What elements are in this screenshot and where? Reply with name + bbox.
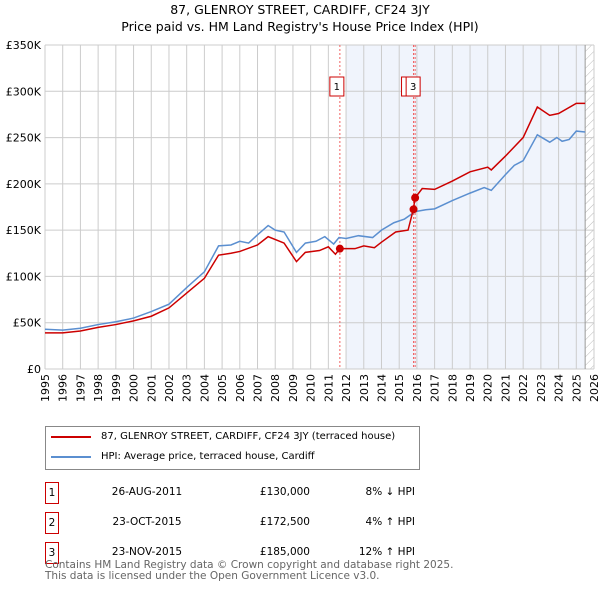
x-tick-label: 2018: [446, 374, 459, 402]
x-tick-label: 2021: [499, 374, 512, 402]
footer-line-2: This data is licensed under the Open Gov…: [45, 570, 380, 582]
sale-row: 3 23-NOV-2015 £185,000 12% ↑ HPI: [45, 542, 415, 564]
footer: Contains HM Land Registry data © Crown c…: [45, 560, 453, 582]
x-tick-label: 1996: [57, 374, 70, 402]
x-tick-label: 2013: [358, 374, 371, 402]
x-tick-label: 2007: [252, 374, 265, 402]
x-tick-label: 2020: [482, 374, 495, 402]
shaded-region: [346, 45, 586, 369]
x-tick-label: 2016: [411, 374, 424, 402]
sale-date: 23-OCT-2015: [112, 516, 182, 528]
sale-date: 23-NOV-2015: [111, 546, 183, 558]
x-tick-label: 1995: [39, 374, 52, 402]
x-tick-label: 2001: [145, 374, 158, 402]
y-tick-label: £100K: [6, 270, 42, 283]
y-tick-label: £150K: [6, 224, 42, 237]
series-line-hpi: [44, 130, 586, 331]
x-tick-label: 2019: [464, 374, 477, 402]
x-tick-label: 1998: [92, 374, 105, 402]
sale-price: £130,000: [259, 486, 310, 498]
sale-number: 2: [45, 512, 59, 534]
x-tick-label: 2026: [588, 374, 600, 402]
x-tick-label: 1999: [110, 374, 123, 402]
sale-row: 1 26-AUG-2011 £130,000 8% ↓ HPI: [45, 482, 415, 504]
x-tick-label: 2024: [553, 374, 566, 402]
legend: 87, GLENROY STREET, CARDIFF, CF24 3JY (t…: [45, 426, 420, 470]
footer-line-1: Contains HM Land Registry data © Crown c…: [45, 559, 454, 571]
x-tick-label: 2003: [181, 374, 194, 402]
x-tick-label: 2008: [269, 374, 282, 402]
sale-price: £172,500: [259, 516, 310, 528]
sale-hpi-diff: 8% ↓ HPI: [365, 486, 415, 498]
x-tick-label: 2017: [429, 374, 442, 402]
sale-label-box: [329, 76, 345, 97]
y-tick-label: £50K: [13, 317, 42, 330]
legend-label-hpi: HPI: Average price, terraced house, Card…: [101, 451, 315, 462]
x-tick-label: 2005: [216, 374, 229, 402]
sale-label: 1: [334, 82, 340, 93]
legend-line-hpi: [51, 455, 91, 458]
sale-number: 1: [45, 482, 59, 504]
x-tick-label: 2006: [234, 374, 247, 402]
sale-hpi-diff: 12% ↑ HPI: [358, 546, 415, 558]
chart-title: 87, GLENROY STREET, CARDIFF, CF24 3JY: [170, 2, 430, 17]
sale-point: [409, 205, 418, 214]
x-tick-label: 2015: [393, 374, 406, 402]
plot-area: 1995 1996 1997 1998 1999 2000 2001 2002 2003 2004…: [6, 39, 600, 402]
sale-label: 3: [410, 82, 416, 93]
sale-point: [335, 244, 344, 253]
x-tick-label: 2011: [322, 374, 335, 402]
x-tick-label: 2022: [517, 374, 530, 402]
legend-line-property: [51, 435, 91, 438]
x-tick-label: 2000: [128, 374, 141, 402]
sale-price: £185,000: [259, 546, 310, 558]
sale-row: 2 23-OCT-2015 £172,500 4% ↑ HPI: [45, 512, 415, 534]
sale-label-box: [405, 76, 421, 97]
x-tick-label: 2009: [287, 374, 300, 402]
x-tick-label: 2012: [340, 374, 353, 402]
y-tick-label: £250K: [6, 132, 42, 145]
x-tick-label: 2002: [163, 374, 176, 402]
legend-label-property: 87, GLENROY STREET, CARDIFF, CF24 3JY (t…: [101, 431, 396, 442]
x-tick-label: 2004: [198, 374, 211, 402]
x-tick-label: 2025: [570, 374, 583, 402]
x-tick-label: 2014: [375, 374, 388, 402]
y-tick-label: £0: [27, 363, 41, 376]
sale-point: [411, 193, 420, 202]
sale-date: 26-AUG-2011: [111, 486, 183, 498]
x-tick-label: 2023: [535, 374, 548, 402]
y-tick-label: £300K: [6, 85, 42, 98]
y-tick-label: £200K: [6, 178, 42, 191]
chart-subtitle: Price paid vs. HM Land Registry's House …: [121, 19, 479, 34]
x-tick-label: 2010: [305, 374, 318, 402]
forecast-hatch: [585, 45, 594, 369]
sale-number: 3: [45, 542, 59, 564]
sale-hpi-diff: 4% ↑ HPI: [365, 516, 415, 528]
y-tick-label: £350K: [6, 39, 42, 52]
x-tick-label: 1997: [74, 374, 87, 402]
